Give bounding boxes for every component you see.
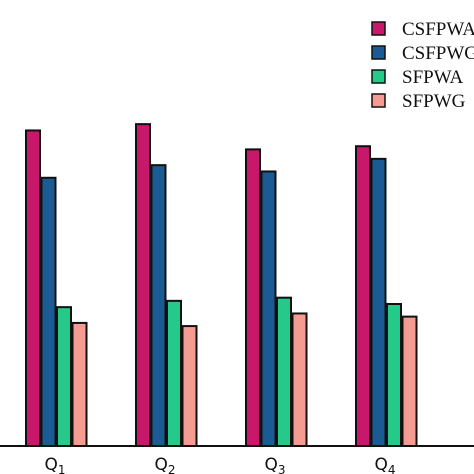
bar-q4-sfpwa: [386, 303, 402, 447]
tick-label-q1: Q1: [44, 455, 65, 474]
legend-swatch-csfpwg: [371, 45, 386, 60]
bar-q4-csfpwa: [355, 145, 371, 447]
legend-label-csfpwa: CSFPWA: [402, 19, 474, 40]
tick-label-q3: Q3: [264, 455, 285, 474]
bar-q2-csfpwa: [135, 123, 151, 447]
bar-q1-csfpwa: [25, 129, 41, 447]
legend-label-sfpwa: SFPWA: [402, 67, 464, 88]
legend-label-sfpwg: SFPWG: [402, 91, 466, 112]
tick-label-q2: Q2: [154, 455, 175, 474]
bar-q1-sfpwa: [56, 306, 72, 447]
bar-q1-csfpwg: [40, 176, 57, 447]
bar-q3-csfpwg: [260, 170, 277, 447]
bar-q2-csfpwg: [150, 164, 167, 447]
bar-q3-sfpwg: [291, 312, 308, 448]
bar-q4-sfpwg: [401, 315, 418, 447]
legend-label-csfpwg: CSFPWG: [402, 43, 474, 64]
bar-q2-sfpwa: [166, 299, 182, 447]
bar-q3-csfpwa: [245, 148, 261, 447]
legend: CSFPWA CSFPWG SFPWA SFPWG: [371, 19, 474, 112]
tick-label-q4: Q4: [374, 455, 395, 474]
bar-q1-sfpwg: [71, 321, 88, 447]
x-tick-labels: Q1 Q2 Q3 Q4: [44, 455, 395, 474]
bars-layer: [25, 123, 418, 448]
bar-q3-sfpwa: [276, 296, 292, 448]
legend-swatch-sfpwg: [371, 93, 386, 108]
legend-swatch-csfpwa: [371, 21, 386, 36]
bar-q2-sfpwg: [181, 325, 198, 448]
legend-swatch-sfpwa: [371, 69, 386, 84]
bar-q4-csfpwg: [370, 157, 387, 447]
